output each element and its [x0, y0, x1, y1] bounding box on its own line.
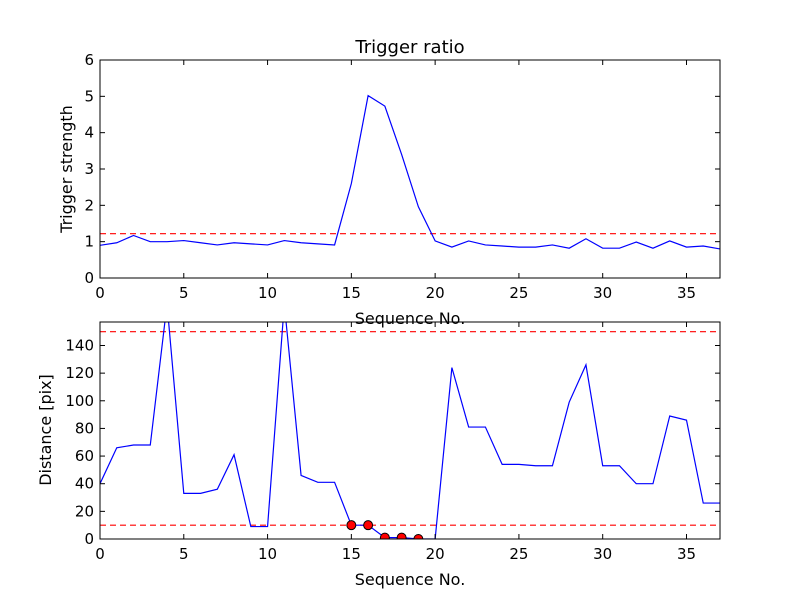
top-xtick-label: 5 — [179, 284, 189, 302]
top-xtick-label: 10 — [258, 284, 277, 302]
bottom-marker-1 — [363, 520, 374, 531]
bottom-ylabel: Distance [pix] — [36, 374, 55, 486]
bottom-marker-0 — [346, 520, 357, 531]
bottom-ytick-label: 120 — [65, 364, 94, 382]
bottom-ytick-label: 60 — [75, 447, 94, 465]
bottom-ytick-label: 100 — [65, 392, 94, 410]
bottom-ytick-label: 20 — [75, 502, 94, 520]
bottom-axes-frame — [99, 321, 721, 540]
top-xtick-label: 0 — [95, 284, 105, 302]
bottom-ytick-label: 80 — [75, 419, 94, 437]
top-ytick-label: 5 — [84, 87, 94, 105]
bottom-xtick-label: 5 — [179, 545, 189, 563]
bottom-xtick-label: 30 — [593, 545, 612, 563]
bottom-marker-2 — [379, 532, 390, 539]
bottom-ytick-label: 0 — [84, 530, 94, 548]
top-ytick-label: 3 — [84, 160, 94, 178]
bottom-plot-area — [100, 322, 720, 539]
top-xtick-label: 20 — [426, 284, 445, 302]
bottom-series-line-0 — [100, 322, 720, 539]
top-ticks: 0 5 10 15 20 25 30 35 0 1 2 3 4 5 6 — [84, 51, 720, 302]
top-xtick-label: 25 — [509, 284, 528, 302]
top-xtick-label: 15 — [342, 284, 361, 302]
top-ylabel: Trigger strength — [57, 105, 76, 234]
top-xtick-label: 30 — [593, 284, 612, 302]
bottom-ticks: 0 5 10 15 20 25 30 35 0 20 40 60 80 100 120 140 — [65, 322, 720, 563]
bottom-xtick-label: 35 — [677, 545, 696, 563]
top-ytick-label: 4 — [84, 124, 94, 142]
bottom-ytick-label: 40 — [75, 475, 94, 493]
bottom-xtick-label: 15 — [342, 545, 361, 563]
bottom-marker-4 — [413, 534, 424, 539]
bottom-xtick-label: 20 — [426, 545, 445, 563]
trigger-ratio-chart: Trigger ratio 0 5 10 15 20 25 30 35 0 1 2 3 4 5 6 Sequ… — [57, 37, 721, 328]
top-ytick-label: 0 — [84, 269, 94, 287]
top-xtick-label: 35 — [677, 284, 696, 302]
top-series-line-0 — [100, 94, 720, 250]
distance-chart: 0 5 10 15 20 25 30 35 0 20 40 60 80 100 120 140 Sequenc… — [36, 321, 721, 589]
bottom-xtick-label: 25 — [509, 545, 528, 563]
top-plot-area — [100, 94, 720, 250]
bottom-xtick-label: 10 — [258, 545, 277, 563]
top-xlabel: Sequence No. — [355, 309, 466, 328]
bottom-xtick-label: 0 — [95, 545, 105, 563]
chart-title: Trigger ratio — [354, 37, 464, 58]
top-ytick-label: 2 — [84, 196, 94, 214]
bottom-xlabel: Sequence No. — [355, 570, 466, 589]
top-ytick-label: 1 — [84, 233, 94, 251]
bottom-ytick-label: 140 — [65, 336, 94, 354]
bottom-marker-3 — [396, 532, 407, 539]
top-ytick-label: 6 — [84, 51, 94, 69]
